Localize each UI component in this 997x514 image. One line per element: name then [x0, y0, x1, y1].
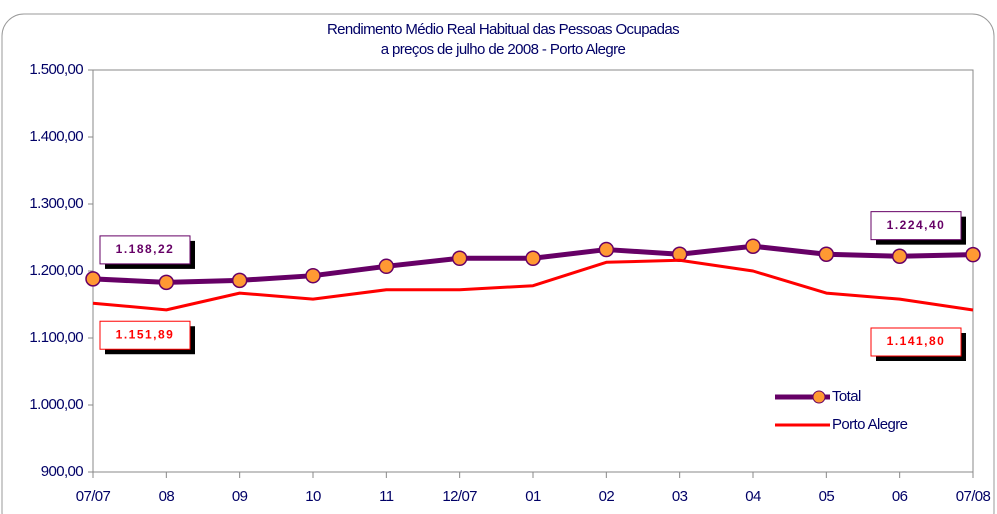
data-point	[891, 248, 908, 265]
y-tick-label: 1.100,00	[29, 329, 83, 346]
x-tick-label: 06	[892, 488, 908, 505]
x-tick-label: 10	[305, 488, 321, 505]
data-point	[965, 246, 981, 263]
legend-label: Total	[832, 388, 861, 405]
plot-area	[92, 69, 974, 473]
y-tick-label: 1.400,00	[29, 128, 83, 145]
series-line	[92, 258, 974, 312]
data-point	[305, 267, 321, 284]
label-box	[870, 211, 962, 241]
x-tick-label: 05	[819, 488, 835, 505]
y-tick-label: 900,00	[41, 463, 84, 480]
data-point	[378, 258, 395, 275]
value-label: 1.151,89	[116, 327, 175, 341]
x-tick-label: 02	[599, 488, 615, 505]
x-tick-label: 07/08	[956, 488, 991, 505]
data-point	[451, 250, 468, 267]
data-point	[598, 241, 615, 258]
data-point	[158, 274, 175, 291]
x-tick-label: 03	[672, 488, 688, 505]
x-tick-label: 08	[159, 488, 175, 505]
data-point	[85, 271, 101, 287]
label-box	[99, 320, 191, 350]
chart-title: Rendimento Médio Real Habitual das Pesso…	[327, 21, 679, 38]
x-tick-label: 12/07	[442, 488, 477, 505]
value-label: 1.141,80	[887, 334, 946, 348]
x-tick-label: 01	[525, 488, 541, 505]
value-label: 1.224,40	[887, 218, 946, 232]
legend-label: Porto Alegre	[832, 416, 908, 433]
label-box	[99, 235, 191, 265]
data-point	[745, 238, 761, 254]
data-point	[525, 250, 541, 267]
chart-subtitle: a preços de julho de 2008 - Porto Alegre	[381, 41, 626, 58]
y-tick-label: 1.500,00	[29, 61, 83, 78]
value-label: 1.188,22	[116, 242, 175, 256]
x-tick-label: 09	[232, 488, 248, 505]
y-tick-label: 1.300,00	[29, 195, 83, 212]
x-tick-label: 04	[745, 488, 761, 505]
label-box	[870, 327, 962, 357]
legend-marker	[812, 390, 826, 404]
x-tick-label: 11	[379, 488, 394, 505]
y-tick-label: 1.000,00	[29, 396, 83, 413]
data-point	[231, 272, 248, 289]
x-tick-label: 07/07	[76, 488, 111, 505]
data-point	[818, 246, 835, 262]
y-tick-label: 1.200,00	[29, 262, 83, 279]
